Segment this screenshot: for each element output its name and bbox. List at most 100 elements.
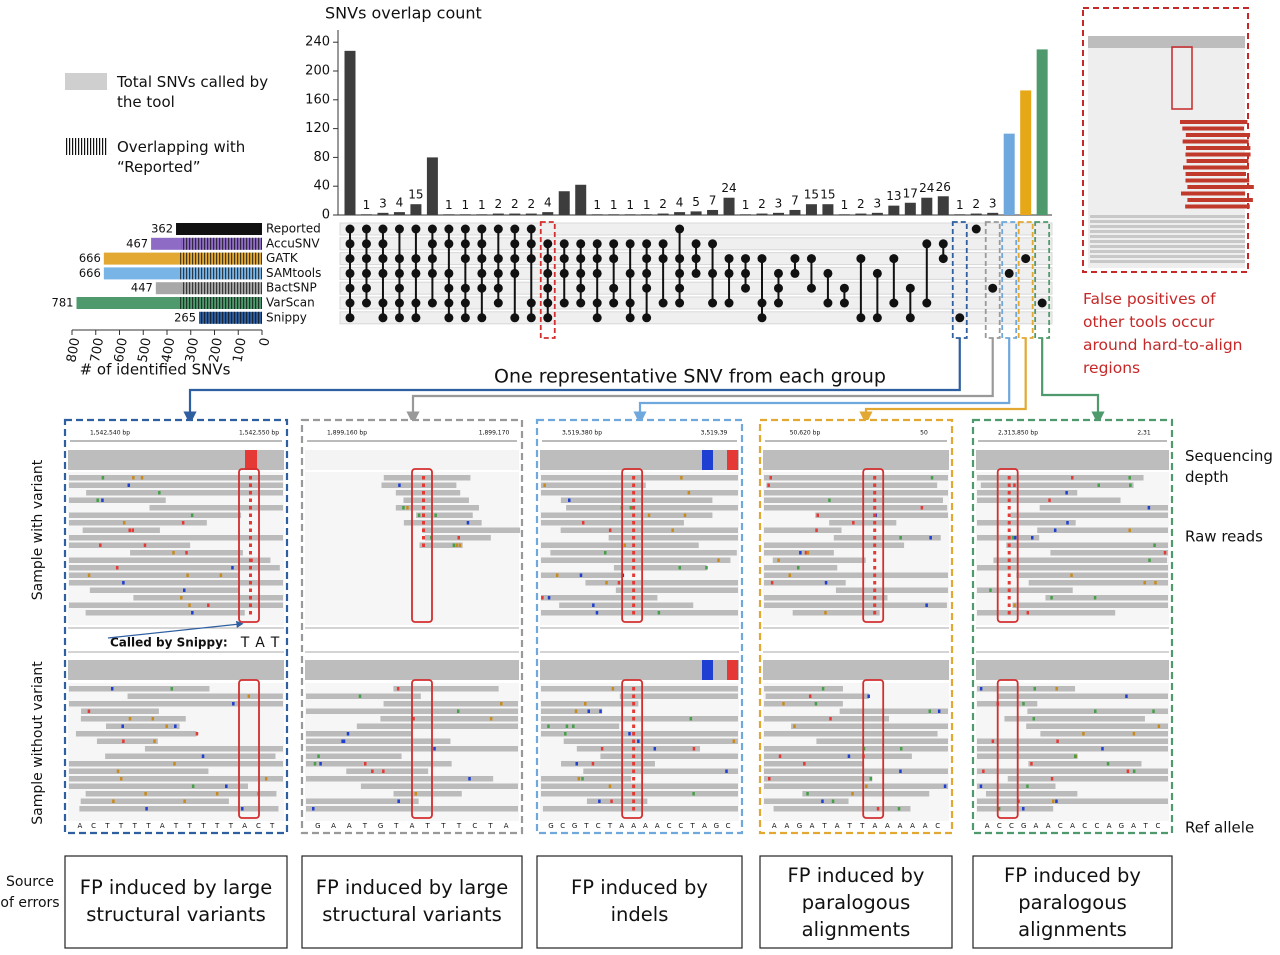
mismatch xyxy=(145,807,148,811)
mismatch xyxy=(406,506,409,510)
mismatch xyxy=(769,476,772,480)
mismatch xyxy=(1022,702,1025,706)
mismatch xyxy=(1143,581,1146,585)
mismatch xyxy=(1132,732,1136,736)
mismatch xyxy=(1126,769,1130,773)
source-box xyxy=(759,855,953,949)
x-tick-label: 500 xyxy=(136,337,155,364)
read xyxy=(764,798,849,804)
matrix-dot xyxy=(691,254,701,264)
mismatch xyxy=(678,566,682,570)
mismatch xyxy=(346,732,350,736)
annotation: False positives of other tools occur aro… xyxy=(1083,290,1243,377)
read xyxy=(1012,602,1168,608)
thumb-read xyxy=(1090,250,1245,253)
matrix-dot xyxy=(576,283,586,293)
mismatch xyxy=(632,551,636,555)
ref-base: C xyxy=(91,822,96,830)
mismatch xyxy=(249,596,252,600)
thumb-read xyxy=(1185,133,1251,137)
mismatch xyxy=(632,476,636,480)
matrix-dot xyxy=(872,313,882,323)
mismatch xyxy=(632,611,636,615)
matrix-dot xyxy=(691,268,701,278)
bar-label: 7 xyxy=(791,193,799,207)
mismatch xyxy=(241,807,244,811)
read xyxy=(764,475,948,481)
matrix-dot xyxy=(559,254,569,264)
mismatch xyxy=(831,799,835,803)
read xyxy=(977,806,1054,812)
matrix-dot xyxy=(411,298,421,308)
matrix-dot xyxy=(361,298,371,308)
mismatch xyxy=(632,513,636,517)
source-label: FP induced by paralogous alignments xyxy=(1004,864,1141,941)
mismatch xyxy=(1007,476,1011,480)
set-size-label: 781 xyxy=(52,296,74,310)
mismatch xyxy=(632,588,636,592)
mismatch xyxy=(930,476,934,480)
matrix-dot xyxy=(592,268,602,278)
mismatch xyxy=(1070,573,1073,577)
mismatch xyxy=(489,717,493,721)
matrix-dot xyxy=(510,224,520,234)
matrix-dot xyxy=(427,224,437,234)
bar xyxy=(377,212,389,215)
read xyxy=(766,482,938,488)
read xyxy=(69,761,283,767)
read xyxy=(764,761,864,767)
matrix-dot xyxy=(576,254,586,264)
mismatch xyxy=(632,491,636,495)
mismatch xyxy=(873,528,877,532)
mismatch xyxy=(899,536,902,540)
mismatch xyxy=(1073,754,1077,758)
bar-label: 1 xyxy=(742,198,750,212)
thumb-read xyxy=(1186,159,1249,163)
mismatch xyxy=(1007,558,1011,562)
matrix-dot xyxy=(955,313,965,323)
bar xyxy=(888,205,900,215)
mismatch xyxy=(358,694,362,698)
read xyxy=(764,602,947,608)
mismatch xyxy=(788,573,792,577)
mismatch xyxy=(804,551,808,555)
matrix-dot xyxy=(724,268,734,278)
mismatch xyxy=(1128,476,1131,480)
read xyxy=(96,738,158,744)
mismatch xyxy=(172,551,175,555)
mismatch xyxy=(628,732,631,736)
variant-box xyxy=(996,468,1019,623)
read xyxy=(416,512,473,518)
mismatch xyxy=(617,581,621,585)
matrix-dot xyxy=(708,239,718,249)
x-tick-label: 400 xyxy=(159,337,178,364)
matrix-dot xyxy=(922,298,932,308)
read xyxy=(306,761,452,767)
side-label: Sample without variant xyxy=(30,661,46,825)
mismatch xyxy=(632,543,636,547)
called-pointer xyxy=(107,620,244,639)
coverage-snv xyxy=(727,450,738,470)
read xyxy=(977,490,1078,496)
read xyxy=(977,587,1073,593)
read xyxy=(802,791,930,797)
mismatch xyxy=(873,573,877,577)
source-label: FP induced by large structural variants xyxy=(315,876,509,926)
read xyxy=(133,595,283,601)
mismatch xyxy=(458,543,462,547)
chart-title: SNVs overlap count xyxy=(325,4,482,23)
mismatch xyxy=(1013,483,1016,487)
x-tick-label: 0 xyxy=(257,337,273,348)
mismatch xyxy=(873,596,877,600)
y-tick-label: 80 xyxy=(313,150,330,165)
side-label: Raw reads xyxy=(1185,528,1263,546)
mismatch xyxy=(412,717,415,721)
mismatch xyxy=(422,521,425,525)
ref-base: G xyxy=(1021,822,1026,830)
mismatch xyxy=(1050,777,1054,781)
ref-base: A xyxy=(702,822,707,830)
mismatch xyxy=(816,513,819,517)
mismatch xyxy=(828,498,831,502)
matrix-dot xyxy=(609,283,619,293)
mismatch xyxy=(249,536,252,540)
